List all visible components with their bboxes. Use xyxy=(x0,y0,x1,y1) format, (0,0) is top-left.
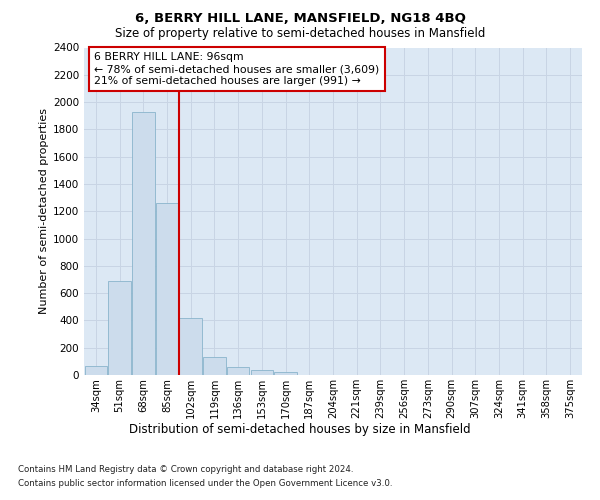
Bar xyxy=(203,356,226,375)
Text: Distribution of semi-detached houses by size in Mansfield: Distribution of semi-detached houses by … xyxy=(129,422,471,436)
Bar xyxy=(274,372,297,375)
Bar xyxy=(85,366,107,375)
Bar xyxy=(156,203,178,375)
Bar xyxy=(109,281,131,375)
Text: 6, BERRY HILL LANE, MANSFIELD, NG18 4BQ: 6, BERRY HILL LANE, MANSFIELD, NG18 4BQ xyxy=(134,12,466,26)
Text: 6 BERRY HILL LANE: 96sqm
← 78% of semi-detached houses are smaller (3,609)
21% o: 6 BERRY HILL LANE: 96sqm ← 78% of semi-d… xyxy=(94,52,379,86)
Bar xyxy=(251,370,273,375)
Bar xyxy=(227,368,250,375)
Text: Contains public sector information licensed under the Open Government Licence v3: Contains public sector information licen… xyxy=(18,479,392,488)
Text: Size of property relative to semi-detached houses in Mansfield: Size of property relative to semi-detach… xyxy=(115,28,485,40)
Y-axis label: Number of semi-detached properties: Number of semi-detached properties xyxy=(39,108,49,314)
Bar xyxy=(179,318,202,375)
Text: Contains HM Land Registry data © Crown copyright and database right 2024.: Contains HM Land Registry data © Crown c… xyxy=(18,465,353,474)
Bar xyxy=(132,112,155,375)
